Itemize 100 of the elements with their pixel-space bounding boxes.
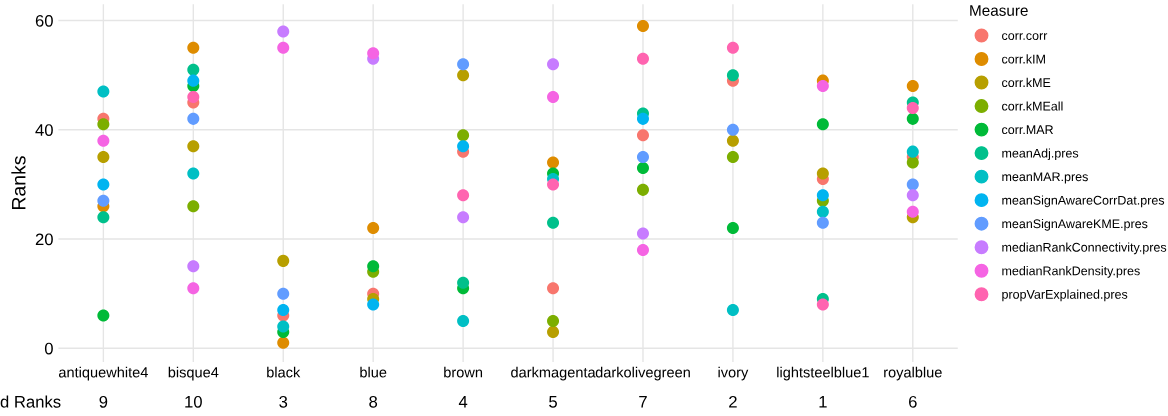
legend-label: meanSignAwareCorrDat.pres bbox=[1002, 195, 1165, 208]
point bbox=[367, 298, 380, 311]
x-tick-label: royalblue bbox=[884, 366, 942, 381]
point bbox=[97, 85, 110, 98]
point bbox=[97, 309, 110, 322]
legend-label: meanSignAwareKME.pres bbox=[1002, 219, 1148, 231]
y-tick-label: 20 bbox=[35, 233, 53, 246]
point bbox=[816, 189, 829, 202]
point bbox=[97, 211, 110, 224]
point bbox=[906, 178, 919, 191]
point bbox=[636, 243, 649, 256]
point bbox=[726, 123, 739, 136]
point bbox=[187, 260, 200, 273]
point bbox=[726, 69, 739, 82]
legend-label: meanAdj.pres bbox=[1002, 148, 1079, 161]
y-axis-title: Ranks bbox=[11, 156, 26, 209]
point bbox=[277, 25, 290, 38]
point bbox=[547, 216, 560, 229]
point bbox=[547, 325, 560, 338]
point bbox=[187, 112, 200, 125]
point bbox=[97, 151, 110, 164]
point bbox=[816, 205, 829, 218]
point bbox=[906, 112, 919, 125]
x-tick-label: ivory bbox=[718, 366, 749, 381]
y-tick-label: 60 bbox=[35, 14, 53, 27]
legend-label: meanMAR.pres bbox=[1002, 172, 1088, 184]
point bbox=[187, 167, 200, 180]
point bbox=[277, 254, 290, 267]
point bbox=[187, 200, 200, 213]
point bbox=[97, 134, 110, 147]
text: 6 bbox=[909, 395, 917, 408]
point bbox=[277, 287, 290, 300]
point bbox=[367, 47, 380, 60]
point bbox=[636, 19, 649, 33]
x-tick-label: black bbox=[267, 366, 301, 378]
point bbox=[187, 63, 200, 76]
point bbox=[277, 41, 290, 54]
point bbox=[726, 304, 739, 317]
point bbox=[726, 134, 739, 147]
point bbox=[636, 129, 649, 142]
point bbox=[277, 336, 290, 349]
point bbox=[547, 178, 560, 191]
x-tick-label: blue bbox=[360, 366, 387, 378]
legend-label: corr.kMEall bbox=[1002, 101, 1063, 111]
x-tick-label: lightsteelblue1 bbox=[777, 366, 869, 381]
text: 3 bbox=[279, 395, 288, 408]
x-tick-label: bisque4 bbox=[168, 366, 219, 381]
point bbox=[187, 91, 200, 104]
legend-label: corr.kME bbox=[1002, 77, 1051, 88]
point bbox=[906, 80, 919, 93]
point bbox=[277, 320, 290, 333]
point bbox=[457, 211, 470, 224]
point bbox=[457, 140, 470, 153]
text: 2 bbox=[729, 395, 737, 408]
point bbox=[636, 151, 649, 164]
y-tick-label: 40 bbox=[35, 124, 53, 136]
text: 5 bbox=[549, 396, 557, 408]
point bbox=[187, 41, 200, 54]
point bbox=[906, 189, 919, 202]
point bbox=[816, 216, 829, 229]
text: 8 bbox=[369, 395, 378, 408]
legend-label: medianRankConnectivity.pres bbox=[1002, 242, 1167, 255]
x-tick-label: darkolivegreen bbox=[595, 366, 690, 381]
text: 4 bbox=[458, 396, 468, 408]
legend-title: Measure bbox=[970, 5, 1028, 16]
point bbox=[636, 52, 649, 65]
point bbox=[636, 112, 649, 125]
legend-label: corr.corr bbox=[1002, 33, 1048, 40]
text: 9 bbox=[99, 395, 108, 408]
point bbox=[277, 304, 290, 317]
point bbox=[636, 162, 649, 175]
y-tick-label: 0 bbox=[44, 342, 53, 355]
point bbox=[816, 80, 829, 93]
point bbox=[726, 222, 739, 235]
x-tick-label: antiquewhite4 bbox=[58, 366, 148, 381]
point bbox=[97, 118, 110, 131]
point bbox=[457, 69, 470, 82]
point bbox=[726, 151, 739, 164]
x-tick-label: darkmagenta bbox=[511, 366, 596, 381]
point bbox=[457, 58, 470, 71]
point bbox=[457, 314, 470, 327]
point bbox=[726, 41, 739, 54]
text: 1 bbox=[819, 396, 827, 408]
point bbox=[457, 129, 470, 142]
point bbox=[816, 118, 829, 131]
point bbox=[187, 282, 200, 295]
point bbox=[97, 178, 110, 191]
point bbox=[457, 189, 470, 202]
legend-label: corr.kIM bbox=[1002, 54, 1045, 64]
point bbox=[547, 91, 560, 104]
point bbox=[906, 205, 919, 218]
point bbox=[636, 227, 649, 240]
legend-label: corr.MAR bbox=[1002, 125, 1054, 135]
point bbox=[367, 222, 380, 235]
point bbox=[187, 74, 200, 87]
point bbox=[906, 156, 919, 169]
x-tick-label: brown bbox=[444, 366, 483, 378]
legend-label: propVarExplained.pres bbox=[1002, 289, 1128, 302]
point bbox=[906, 145, 919, 158]
point bbox=[816, 167, 829, 180]
